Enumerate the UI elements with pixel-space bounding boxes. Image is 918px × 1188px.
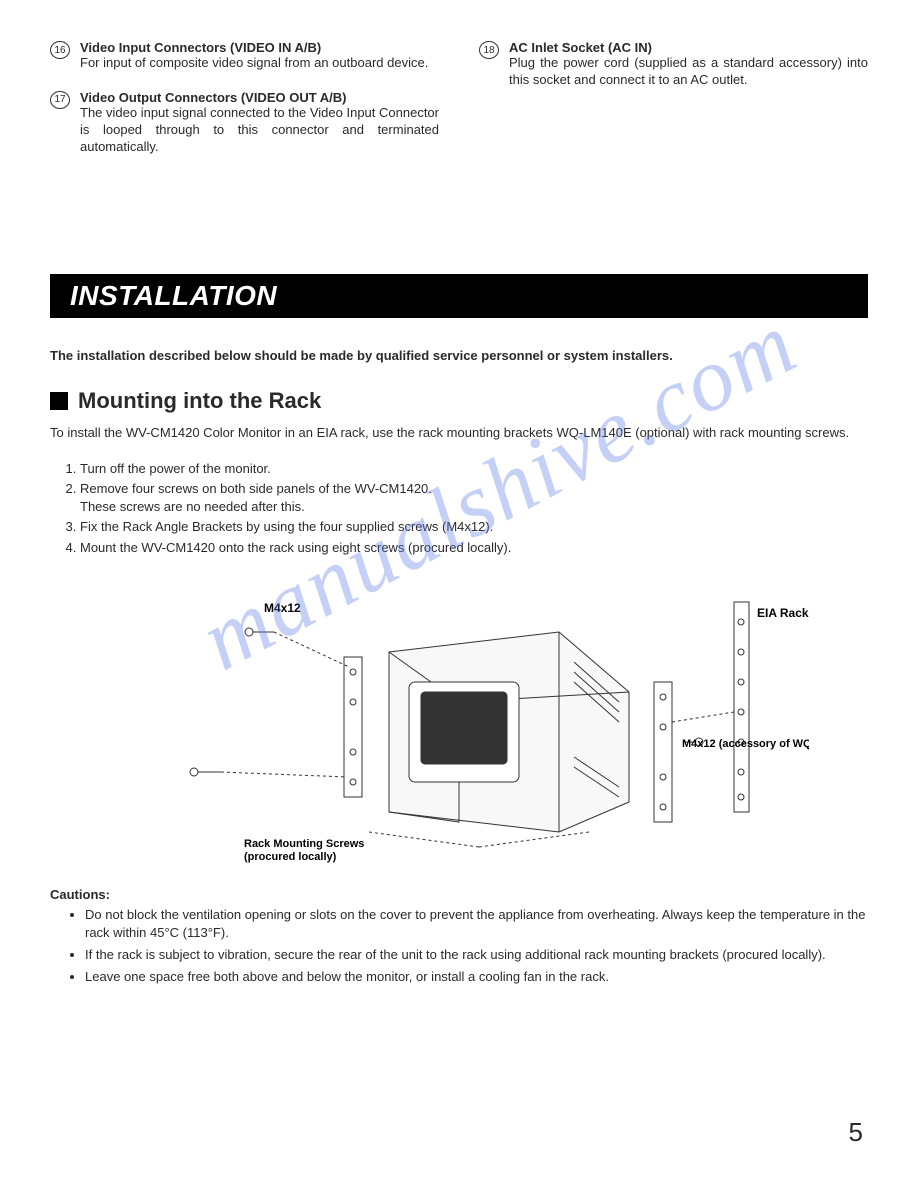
caution-2: If the rack is subject to vibration, sec… (85, 946, 868, 964)
diagram-svg: M4x12 EIA Rack M4x12 (accessory of WQ-LM… (109, 572, 809, 872)
mounting-steps: Turn off the power of the monitor. Remov… (50, 460, 868, 557)
item-18-desc: Plug the power cord (supplied as a stand… (509, 55, 868, 89)
step-4: Mount the WV-CM1420 onto the rack using … (80, 539, 868, 557)
cautions-title: Cautions: (50, 887, 868, 902)
item-18-marker: 18 (479, 41, 499, 59)
item-16-desc: For input of composite video signal from… (80, 55, 439, 72)
right-column: 18 AC Inlet Socket (AC IN) Plug the powe… (479, 40, 868, 174)
item-16: 16 Video Input Connectors (VIDEO IN A/B)… (50, 40, 439, 72)
subheading-text: Mounting into the Rack (78, 388, 321, 414)
item-17: 17 Video Output Connectors (VIDEO OUT A/… (50, 90, 439, 156)
installation-header: INSTALLATION (50, 274, 868, 318)
item-16-title: Video Input Connectors (VIDEO IN A/B) (80, 40, 439, 55)
mounting-diagram: M4x12 EIA Rack M4x12 (accessory of WQ-LM… (109, 572, 809, 872)
label-eia-rack: EIA Rack (757, 606, 809, 620)
step-2: Remove four screws on both side panels o… (80, 480, 868, 516)
item-18: 18 AC Inlet Socket (AC IN) Plug the powe… (479, 40, 868, 89)
caution-1: Do not block the ventilation opening or … (85, 906, 868, 942)
item-16-marker: 16 (50, 41, 70, 59)
label-m4x12: M4x12 (264, 601, 301, 615)
page-number: 5 (849, 1117, 863, 1148)
item-17-desc: The video input signal connected to the … (80, 105, 439, 156)
label-m4x12-acc: M4x12 (accessory of WQ-LM140E) (682, 738, 809, 750)
connector-descriptions: 16 Video Input Connectors (VIDEO IN A/B)… (50, 40, 868, 174)
step-1: Turn off the power of the monitor. (80, 460, 868, 478)
step-3: Fix the Rack Angle Brackets by using the… (80, 518, 868, 536)
installer-note: The installation described below should … (50, 348, 868, 363)
caution-3: Leave one space free both above and belo… (85, 968, 868, 986)
item-17-marker: 17 (50, 91, 70, 109)
square-bullet-icon (50, 392, 68, 410)
item-18-title: AC Inlet Socket (AC IN) (509, 40, 868, 55)
mounting-subheading: Mounting into the Rack (50, 388, 868, 414)
left-column: 16 Video Input Connectors (VIDEO IN A/B)… (50, 40, 439, 174)
cautions-list: Do not block the ventilation opening or … (50, 906, 868, 987)
label-rack-screws-1: Rack Mounting Screws (244, 838, 364, 850)
label-rack-screws-2: (procured locally) (244, 851, 337, 863)
item-17-title: Video Output Connectors (VIDEO OUT A/B) (80, 90, 439, 105)
mounting-intro: To install the WV-CM1420 Color Monitor i… (50, 424, 868, 442)
